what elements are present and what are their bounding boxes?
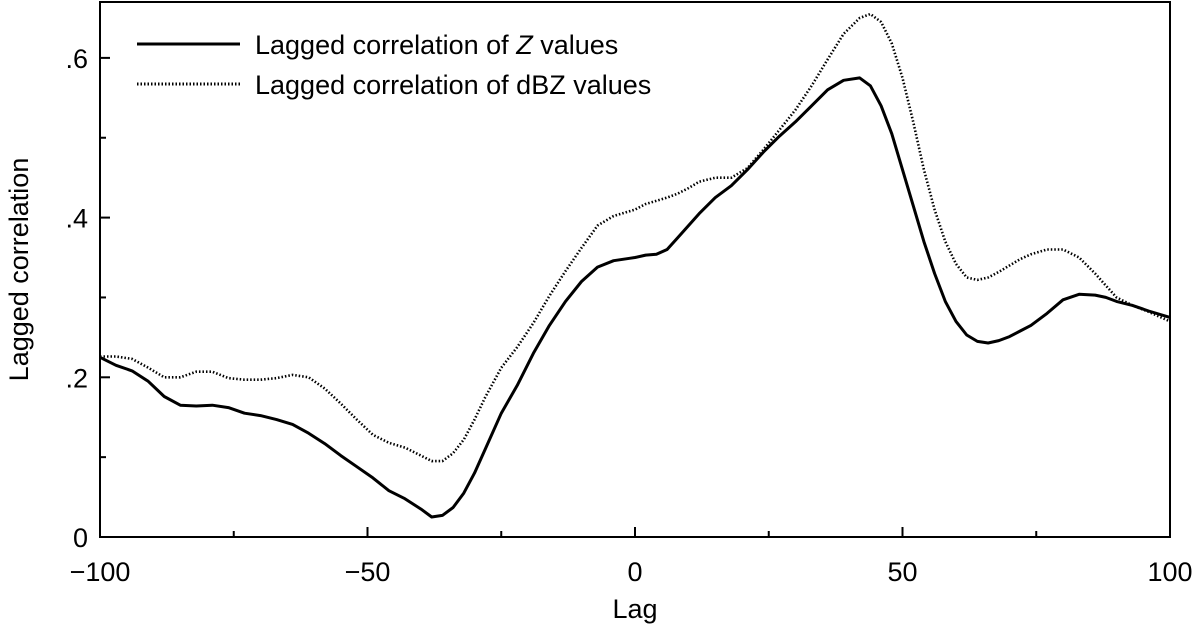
series-line-dbz (100, 12, 1171, 463)
x-tick-label: 0 (627, 557, 642, 587)
y-axis-title: Lagged correlation (4, 158, 34, 382)
series-line-z (99, 76, 1171, 519)
y-tick-label: .6 (65, 44, 88, 74)
legend-label-z: Lagged correlation of Z values (255, 30, 618, 60)
y-tick-label: .2 (65, 363, 88, 393)
axis-ticks: −100 −50 0 50 100 0 .2 .4 .6 (65, 44, 1192, 587)
legend-label-dbz: Lagged correlation of dBZ values (255, 70, 651, 100)
x-tick-label: 100 (1147, 557, 1192, 587)
y-tick-label: .4 (65, 204, 88, 234)
x-axis-title: Lag (612, 594, 657, 624)
series-lines (99, 12, 1171, 519)
y-tick-label: 0 (73, 523, 88, 553)
x-tick-label: −100 (70, 557, 131, 587)
x-tick-label: −50 (345, 557, 391, 587)
x-tick-label: 50 (887, 557, 917, 587)
legend: Lagged correlation of Z values Lagged co… (137, 30, 651, 100)
